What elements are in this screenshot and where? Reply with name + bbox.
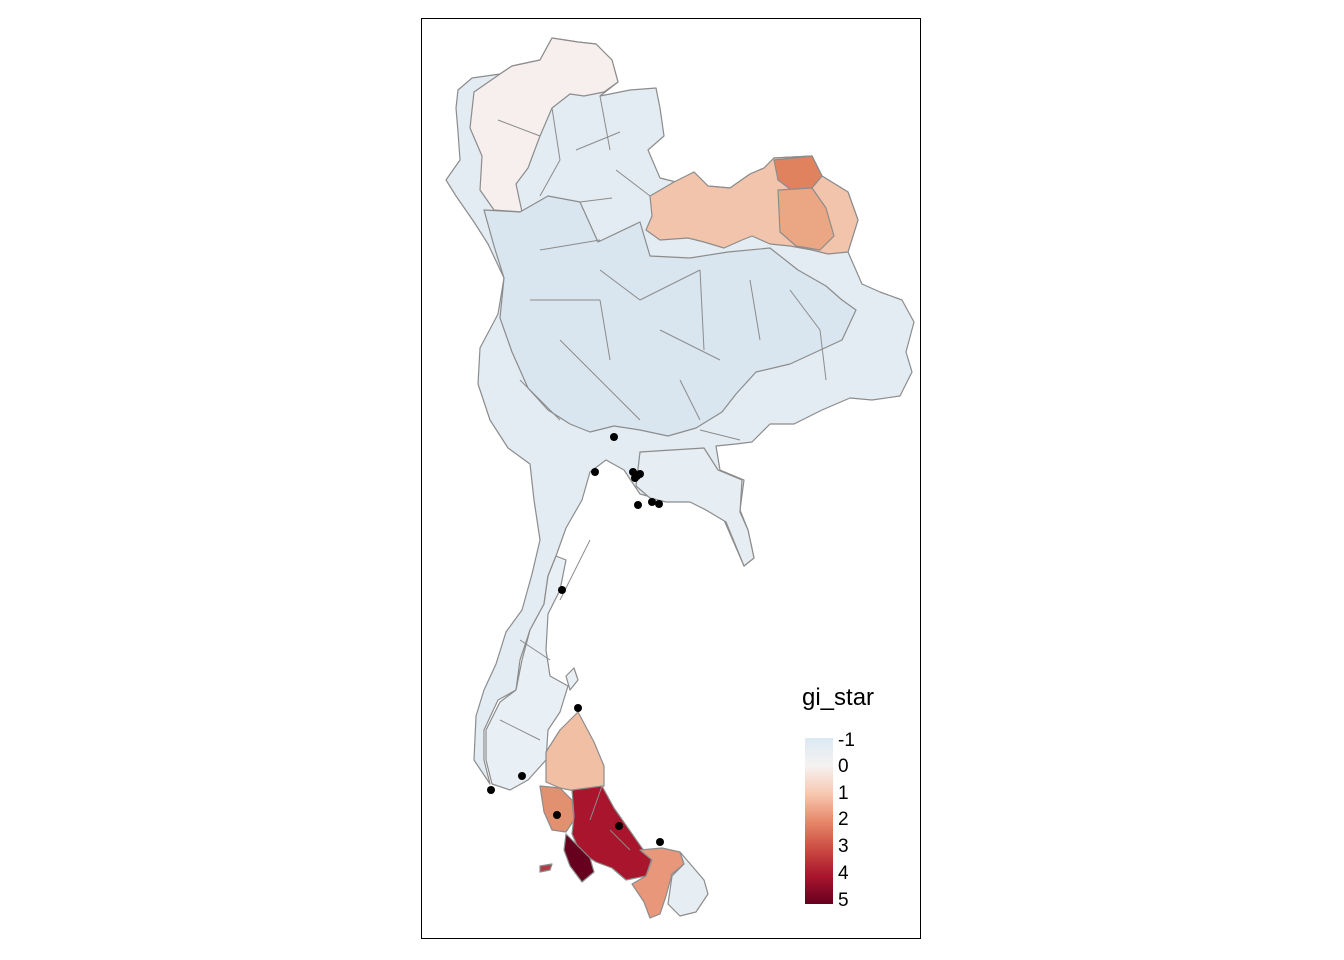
legend-label: 4: [838, 863, 849, 884]
province-border: [659, 329, 721, 361]
province-border: [599, 379, 641, 421]
province-border: [559, 339, 601, 381]
region-south-upper: [485, 555, 569, 791]
location-point: [591, 468, 599, 476]
location-point: [518, 772, 526, 780]
province-border: [599, 299, 611, 361]
province-border: [699, 269, 705, 351]
region-south-darkest: [563, 833, 595, 883]
location-point: [656, 838, 664, 846]
legend-label: 3: [838, 836, 849, 857]
province-border: [589, 785, 603, 821]
region-northeast-hot2: [777, 187, 835, 251]
location-point: [648, 498, 656, 506]
region-south-orange-west: [539, 785, 575, 833]
location-point: [574, 704, 582, 712]
legend-label: -1: [838, 730, 855, 751]
region-island-1: [539, 863, 553, 873]
province-border: [615, 169, 651, 197]
province-border: [789, 289, 821, 331]
region-north-west: [469, 37, 619, 213]
province-border: [539, 239, 601, 251]
region-east: [635, 447, 755, 567]
province-border: [519, 639, 551, 661]
location-point: [634, 501, 642, 509]
province-border: [599, 269, 641, 301]
location-point: [655, 500, 663, 508]
location-point: [558, 586, 566, 594]
province-border: [575, 131, 621, 151]
province-border: [699, 429, 741, 441]
location-point: [615, 822, 623, 830]
location-point: [631, 474, 639, 482]
province-border: [497, 119, 541, 137]
legend-color-bar: [805, 738, 833, 904]
province-border: [539, 159, 561, 197]
province-border: [639, 269, 701, 301]
province-border: [599, 95, 611, 151]
province-border: [679, 379, 701, 421]
legend-label: 1: [838, 783, 849, 804]
region-south-hot: [571, 785, 653, 881]
province-border: [579, 197, 613, 203]
province-border: [749, 279, 761, 341]
location-point: [487, 786, 495, 794]
legend-label: 0: [838, 756, 849, 777]
region-south-east-tip: [667, 851, 709, 917]
location-point: [553, 811, 561, 819]
province-border: [499, 719, 541, 741]
province-border: [519, 379, 561, 421]
province-border: [819, 329, 827, 381]
province-border: [609, 829, 631, 851]
region-south-mid: [545, 711, 605, 793]
legend-title: gi_star: [802, 684, 875, 711]
location-point: [610, 433, 618, 441]
region-island-2: [565, 667, 579, 691]
legend-label: 5: [838, 890, 849, 911]
legend-label: 2: [838, 809, 849, 830]
province-border: [551, 107, 561, 161]
